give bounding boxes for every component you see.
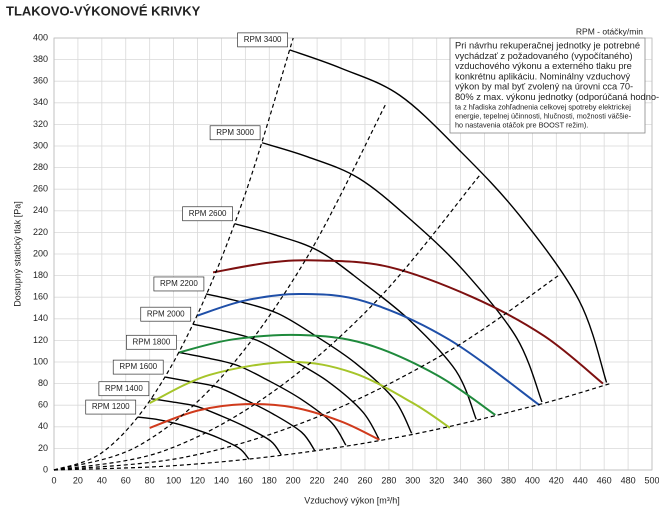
x-tick-label: 460 bbox=[597, 475, 612, 485]
curve bbox=[137, 416, 250, 460]
x-tick-label: 440 bbox=[573, 475, 588, 485]
y-tick-label: 40 bbox=[38, 421, 48, 431]
note-line: Pri návrhu rekuperačnej jednotky je potr… bbox=[455, 40, 640, 50]
y-tick-label: 60 bbox=[38, 400, 48, 410]
x-tick-label: 400 bbox=[525, 475, 540, 485]
system-curve bbox=[53, 37, 294, 471]
x-tick-label: 60 bbox=[121, 475, 131, 485]
y-tick-label: 220 bbox=[33, 227, 48, 237]
curve bbox=[197, 292, 541, 407]
note-line: energie, tepelnej účinnosti, hlučnosti, … bbox=[455, 112, 632, 121]
rpm-label: RPM 3400 bbox=[244, 35, 282, 44]
x-tick-label: 480 bbox=[621, 475, 636, 485]
y-tick-label: 320 bbox=[33, 119, 48, 129]
y-tick-label: 100 bbox=[33, 356, 48, 366]
curve bbox=[289, 49, 608, 383]
note-line: vychádzať z požadovaného (vypočítaného) bbox=[455, 51, 633, 61]
x-tick-label: 140 bbox=[214, 475, 229, 485]
x-tick-label: 260 bbox=[357, 475, 372, 485]
curve bbox=[165, 376, 316, 451]
y-tick-label: 180 bbox=[33, 270, 48, 280]
y-tick-label: 260 bbox=[33, 184, 48, 194]
y-tick-label: 240 bbox=[33, 205, 48, 215]
rpm-label: RPM 2200 bbox=[160, 279, 198, 288]
note: Pri návrhu rekuperačnej jednotky je potr… bbox=[455, 40, 659, 129]
system-curve bbox=[53, 174, 481, 471]
x-tick-label: 180 bbox=[262, 475, 277, 485]
note-line: vzduchového výkonu a externého tlaku pre bbox=[455, 61, 632, 71]
rpm-label-box bbox=[112, 359, 164, 375]
y-axis-label: Dostupný statický tlak [Pa] bbox=[12, 201, 22, 307]
x-axis-label: Vzduchový výkon [m³/h] bbox=[304, 495, 400, 505]
note-line: ta z hľadiska zohľadnenia celkovej spotr… bbox=[455, 103, 631, 112]
x-tick-label: 380 bbox=[501, 475, 516, 485]
curve bbox=[150, 398, 282, 456]
rpm-label-box bbox=[237, 32, 288, 48]
y-tick-label: 140 bbox=[33, 313, 48, 323]
rpm-label-box bbox=[209, 125, 261, 141]
chart-title: TLAKOVO-VÝKONOVÉ KRIVKY bbox=[6, 3, 201, 18]
curve bbox=[178, 351, 347, 446]
note-line: konkrétnu aplikáciu. Nominálny vzduchový bbox=[455, 71, 631, 81]
curve bbox=[212, 259, 604, 385]
plot-frame bbox=[53, 37, 653, 471]
x-tick-label: 280 bbox=[381, 475, 396, 485]
rpm-label-box bbox=[126, 334, 177, 350]
y-tick-label: 0 bbox=[43, 464, 48, 474]
y-tick-label: 360 bbox=[33, 76, 48, 86]
rpm-label-box bbox=[85, 399, 137, 415]
y-tick-label: 20 bbox=[38, 443, 48, 453]
x-tick-label: 40 bbox=[97, 475, 107, 485]
y-tick-label: 340 bbox=[33, 97, 48, 107]
x-tick-label: 80 bbox=[145, 475, 155, 485]
x-tick-label: 220 bbox=[310, 475, 325, 485]
x-tick-label: 500 bbox=[644, 475, 659, 485]
note-line: výkon by mal byť zvolený na úrovni cca 7… bbox=[455, 82, 633, 92]
x-tick-label: 420 bbox=[549, 475, 564, 485]
x-tick-label: 300 bbox=[405, 475, 420, 485]
curve bbox=[149, 402, 380, 441]
unit-note: RPM - otáčky/min bbox=[576, 26, 643, 36]
rpm-label-box bbox=[140, 306, 192, 322]
x-tick-label: 200 bbox=[286, 475, 301, 485]
y-tick-label: 280 bbox=[33, 162, 48, 172]
y-tick-label: 300 bbox=[33, 140, 48, 150]
rpm-label: RPM 1800 bbox=[132, 337, 170, 346]
rpm-label: RPM 2000 bbox=[147, 309, 185, 318]
curve bbox=[261, 142, 543, 403]
rpm-label: RPM 1400 bbox=[105, 384, 143, 393]
y-tick-label: 200 bbox=[33, 248, 48, 258]
y-tick-label: 120 bbox=[33, 335, 48, 345]
curve bbox=[192, 323, 380, 441]
x-tick-label: 100 bbox=[166, 475, 181, 485]
y-tick-label: 160 bbox=[33, 292, 48, 302]
curve bbox=[149, 360, 451, 429]
system-curve bbox=[53, 104, 386, 471]
rpm-label: RPM 3000 bbox=[216, 128, 254, 137]
x-tick-label: 340 bbox=[453, 475, 468, 485]
curve bbox=[179, 333, 496, 416]
rpm-label: RPM 1200 bbox=[92, 402, 130, 411]
rpm-label: RPM 1600 bbox=[119, 362, 157, 371]
x-tick-label: 360 bbox=[477, 475, 492, 485]
x-tick-label: 240 bbox=[334, 475, 349, 485]
note-line: ho nastavenia otáčok pre BOOST režim). bbox=[455, 121, 588, 130]
note-line: 80% z max. výkonu jednotky (odporúčaná h… bbox=[455, 92, 659, 102]
y-tick-label: 80 bbox=[38, 378, 48, 388]
x-tick-label: 120 bbox=[190, 475, 205, 485]
x-tick-label: 320 bbox=[429, 475, 444, 485]
system-curve bbox=[53, 383, 611, 471]
y-tick-label: 400 bbox=[33, 32, 48, 42]
x-tick-label: 20 bbox=[73, 475, 83, 485]
rpm-label-box bbox=[182, 206, 233, 222]
y-tick-label: 380 bbox=[33, 54, 48, 64]
x-tick-label: 160 bbox=[238, 475, 253, 485]
rpm-label-box bbox=[98, 381, 150, 397]
rpm-label: RPM 2600 bbox=[189, 209, 227, 218]
rpm-label-box bbox=[153, 276, 205, 292]
curve bbox=[234, 223, 477, 420]
x-tick-label: 0 bbox=[51, 475, 56, 485]
note-box bbox=[449, 37, 646, 134]
